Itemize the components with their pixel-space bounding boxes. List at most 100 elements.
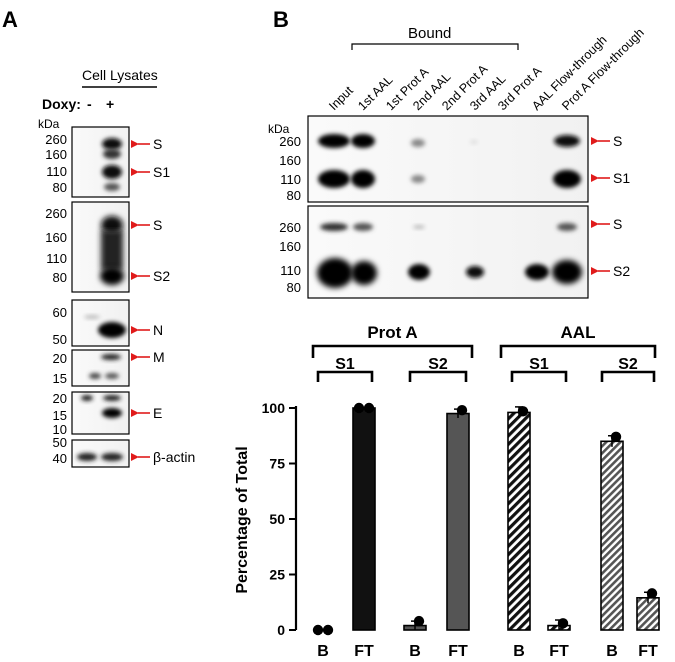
marker-a4-1: 15 (53, 371, 67, 386)
subgroup-label: S2 (428, 356, 448, 373)
marker-a2-3: 80 (53, 270, 67, 285)
band-a2-s2: S2 (153, 268, 170, 284)
y-tick-label: 75 (269, 456, 285, 472)
x-tick-label: FT (549, 643, 569, 660)
chart-group-brackets: Prot A S1 S2 AAL S1 S2 (311, 323, 657, 382)
band-b1-s1: S1 (613, 170, 630, 186)
subgroup-label: S1 (529, 356, 549, 373)
marker-b1-1: 160 (279, 153, 301, 168)
y-tick-label: 0 (277, 622, 285, 638)
data-point (517, 406, 529, 417)
marker-a1-0: 260 (45, 132, 67, 147)
marker-a2-0: 260 (45, 206, 67, 221)
marker-a4-0: 20 (53, 351, 67, 366)
subgroup-bracket (316, 370, 374, 382)
marker-b2-2: 110 (280, 263, 301, 278)
marker-a5-0: 20 (53, 391, 67, 406)
subgroup-bracket (510, 370, 568, 382)
marker-a1-2: 110 (46, 164, 67, 179)
band-a1-s1: S1 (153, 164, 170, 180)
data-point (322, 624, 334, 636)
doxy-label: Doxy: (42, 96, 81, 112)
bar (507, 411, 531, 631)
subgroup-label: S1 (335, 356, 355, 373)
bound-label: Bound (408, 25, 451, 42)
x-tick-label: B (606, 643, 618, 660)
band-a3-n: N (153, 322, 163, 338)
group-bracket (311, 344, 474, 358)
doxy-minus: - (87, 96, 92, 112)
y-axis: 0 25 50 75 100 (262, 400, 298, 638)
y-tick-label: 25 (269, 567, 285, 583)
data-point (363, 402, 375, 414)
blot-a3: 60 50 N (53, 299, 163, 347)
data-point (456, 405, 468, 416)
marker-a3-1: 50 (53, 332, 67, 347)
x-tick-label: B (409, 643, 421, 660)
subgroup-bracket (600, 370, 656, 382)
blot-a5: 20 15 10 E (53, 391, 163, 437)
band-a4-m: M (153, 349, 165, 365)
bar (446, 412, 470, 631)
y-tick-label: 100 (262, 400, 286, 416)
group-label: Prot A (367, 323, 417, 342)
y-tick-label: 50 (269, 511, 285, 527)
marker-a2-2: 110 (46, 251, 67, 266)
marker-b2-3: 80 (287, 280, 301, 295)
bar (600, 440, 624, 631)
marker-a1-3: 80 (53, 180, 67, 195)
marker-b2-0: 260 (279, 220, 301, 235)
band-a6-actin: β-actin (153, 449, 195, 465)
data-point (610, 431, 622, 443)
blot-a4: 20 15 M (53, 349, 165, 387)
x-tick-label: B (317, 643, 329, 660)
band-a1-s: S (153, 136, 162, 152)
marker-a5-1: 15 (53, 408, 67, 423)
marker-a5-2: 10 (53, 422, 67, 437)
subgroup-bracket (408, 370, 468, 382)
marker-a6-0: 50 (53, 435, 67, 450)
marker-b1-2: 110 (280, 172, 301, 187)
blot-b1: 260 160 110 80 S S1 (279, 115, 630, 203)
data-point (312, 624, 324, 636)
bound-bracket (351, 43, 519, 50)
blot-a6: 50 40 β-actin (53, 435, 195, 468)
group-label: AAL (561, 323, 596, 342)
panel-a-letter: A (2, 7, 18, 32)
x-tick-label: FT (448, 643, 468, 660)
lane-label: Input (326, 83, 356, 113)
panel-b-letter: B (273, 7, 289, 32)
x-tick-label: FT (638, 643, 658, 660)
subgroup-label: S2 (618, 356, 638, 373)
band-b2-s: S (613, 216, 622, 232)
chart-bars (312, 402, 660, 636)
x-axis-labels: B FT B FT B FT B FT (317, 643, 658, 660)
marker-a3-0: 60 (53, 305, 67, 320)
marker-a1-1: 160 (45, 147, 67, 162)
marker-a2-1: 160 (45, 230, 67, 245)
data-point (413, 615, 425, 627)
bar (352, 407, 376, 631)
blot-a2: 260 160 110 80 S S2 (45, 201, 170, 293)
bar-chart: Prot A S1 S2 AAL S1 S2 0 25 50 75 100 B FT B FT B FT B F… (234, 323, 660, 660)
data-point (353, 402, 365, 414)
group-bracket (499, 344, 657, 358)
x-tick-label: B (513, 643, 525, 660)
band-a2-s: S (153, 217, 162, 233)
kda-label-b: kDa (268, 122, 290, 136)
marker-b1-0: 260 (279, 134, 301, 149)
marker-b1-3: 80 (287, 188, 301, 203)
band-b2-s2: S2 (613, 263, 630, 279)
data-point (646, 588, 658, 599)
band-b1-s: S (613, 133, 622, 149)
blot-b2: 260 160 110 80 S S2 (279, 205, 630, 299)
marker-a6-1: 40 (53, 451, 67, 466)
data-point (557, 618, 569, 629)
y-axis-label: Percentage of Total (234, 446, 251, 593)
doxy-plus: + (106, 96, 114, 112)
blot-a1: 260 160 110 80 S S1 (45, 126, 170, 198)
panel-a: A Cell Lysates Doxy: - + kDa 260 160 110… (2, 7, 195, 468)
